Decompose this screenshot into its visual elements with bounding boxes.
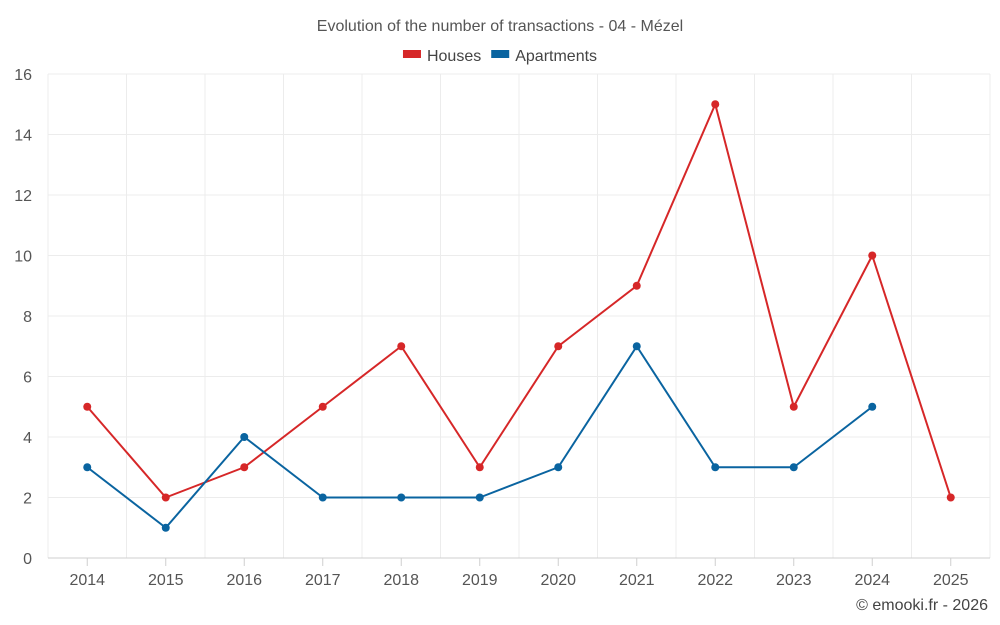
- legend-item-houses[interactable]: Houses: [402, 48, 481, 65]
- data-point[interactable]: [632, 281, 641, 290]
- chart-title: Evolution of the number of transactions …: [317, 18, 683, 35]
- legend-swatch: [402, 50, 421, 58]
- x-tick-label: 2017: [305, 572, 341, 589]
- x-tick-label: 2019: [462, 572, 498, 589]
- data-point[interactable]: [789, 463, 798, 472]
- data-point[interactable]: [161, 523, 170, 532]
- data-point[interactable]: [240, 433, 249, 441]
- x-tick-label: 2014: [69, 572, 105, 589]
- data-point[interactable]: [632, 342, 641, 351]
- x-tick-label: 2022: [697, 572, 733, 589]
- y-tick-label: 2: [23, 491, 32, 508]
- data-point[interactable]: [475, 463, 484, 472]
- series-apartments: [83, 342, 877, 532]
- y-tick-label: 4: [23, 430, 32, 447]
- data-point[interactable]: [397, 342, 406, 351]
- data-point[interactable]: [83, 463, 92, 472]
- data-point[interactable]: [83, 402, 92, 411]
- x-tick-label: 2016: [226, 572, 262, 589]
- y-tick-label: 14: [14, 128, 32, 145]
- x-tick-label: 2023: [776, 572, 812, 589]
- x-tick-label: 2015: [148, 572, 184, 589]
- y-tick-label: 16: [14, 67, 32, 84]
- x-tick-label: 2025: [933, 572, 969, 589]
- legend-swatch: [491, 50, 510, 58]
- y-axis: 0 2 4 6 8 10 12 14 16: [14, 67, 32, 568]
- data-point[interactable]: [318, 402, 327, 411]
- y-tick-label: 10: [14, 249, 32, 266]
- x-tick-label: 2021: [619, 572, 655, 589]
- data-point[interactable]: [240, 463, 249, 472]
- data-point[interactable]: [554, 463, 563, 472]
- data-point[interactable]: [318, 493, 327, 502]
- data-point[interactable]: [868, 402, 877, 411]
- legend-item-apartments[interactable]: Apartments: [491, 48, 597, 65]
- x-tick-label: 2024: [854, 572, 890, 589]
- data-point[interactable]: [554, 342, 563, 351]
- series-group: [83, 100, 955, 532]
- data-point[interactable]: [868, 251, 877, 260]
- legend-label: Apartments: [515, 48, 597, 65]
- y-tick-label: 12: [14, 188, 32, 205]
- y-tick-label: 0: [23, 551, 32, 568]
- y-tick-label: 8: [23, 309, 32, 326]
- data-point[interactable]: [475, 493, 484, 502]
- gridlines: [47, 73, 991, 559]
- data-point[interactable]: [946, 493, 955, 502]
- legend-label: Houses: [427, 48, 481, 65]
- x-axis: 2014 2015 2016 2017 2018 2019 2020 2021 2022 2023…: [69, 558, 969, 589]
- y-tick-label: 6: [23, 370, 32, 387]
- data-point[interactable]: [397, 493, 406, 502]
- credit-text: © emooki.fr - 2026: [856, 597, 988, 614]
- data-point[interactable]: [789, 402, 798, 411]
- series-houses: [83, 100, 955, 502]
- legend: Houses Apartments: [402, 48, 597, 65]
- series-line: [86, 103, 952, 499]
- data-point[interactable]: [711, 100, 720, 109]
- x-tick-label: 2020: [540, 572, 576, 589]
- data-point[interactable]: [161, 493, 170, 502]
- data-point[interactable]: [711, 463, 720, 472]
- x-tick-label: 2018: [383, 572, 419, 589]
